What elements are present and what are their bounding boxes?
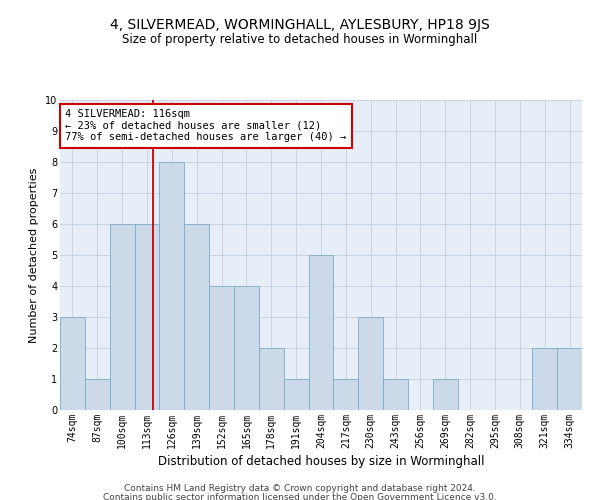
Text: 4 SILVERMEAD: 116sqm
← 23% of detached houses are smaller (12)
77% of semi-detac: 4 SILVERMEAD: 116sqm ← 23% of detached h… bbox=[65, 110, 346, 142]
Bar bbox=[60, 317, 85, 410]
Bar bbox=[334, 379, 358, 410]
Bar bbox=[557, 348, 582, 410]
Bar bbox=[184, 224, 209, 410]
Bar bbox=[284, 379, 308, 410]
Bar bbox=[110, 224, 134, 410]
Text: 4, SILVERMEAD, WORMINGHALL, AYLESBURY, HP18 9JS: 4, SILVERMEAD, WORMINGHALL, AYLESBURY, H… bbox=[110, 18, 490, 32]
Y-axis label: Number of detached properties: Number of detached properties bbox=[29, 168, 40, 342]
Bar bbox=[85, 379, 110, 410]
Bar bbox=[383, 379, 408, 410]
Bar bbox=[433, 379, 458, 410]
Text: Size of property relative to detached houses in Worminghall: Size of property relative to detached ho… bbox=[122, 32, 478, 46]
Bar bbox=[209, 286, 234, 410]
Bar bbox=[160, 162, 184, 410]
Bar bbox=[532, 348, 557, 410]
Bar bbox=[358, 317, 383, 410]
X-axis label: Distribution of detached houses by size in Worminghall: Distribution of detached houses by size … bbox=[158, 455, 484, 468]
Bar bbox=[234, 286, 259, 410]
Bar bbox=[308, 255, 334, 410]
Bar bbox=[134, 224, 160, 410]
Text: Contains public sector information licensed under the Open Government Licence v3: Contains public sector information licen… bbox=[103, 492, 497, 500]
Text: Contains HM Land Registry data © Crown copyright and database right 2024.: Contains HM Land Registry data © Crown c… bbox=[124, 484, 476, 493]
Bar bbox=[259, 348, 284, 410]
